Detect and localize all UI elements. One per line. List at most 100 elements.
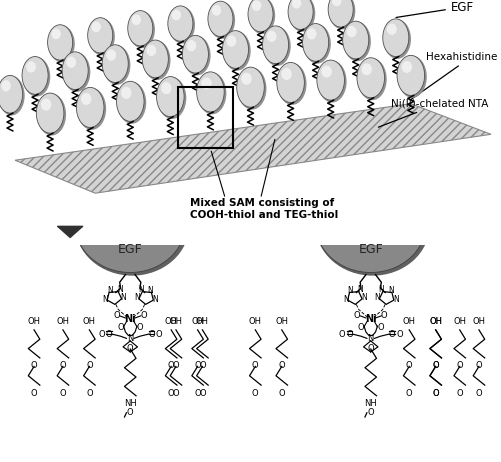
Text: O: O bbox=[168, 389, 174, 397]
Text: NH: NH bbox=[124, 399, 137, 408]
Ellipse shape bbox=[171, 10, 181, 20]
Ellipse shape bbox=[222, 30, 248, 68]
Ellipse shape bbox=[289, 0, 315, 32]
Text: O: O bbox=[140, 311, 147, 320]
Text: Ni(II)-chelated NTA: Ni(II)-chelated NTA bbox=[378, 99, 488, 127]
Circle shape bbox=[344, 198, 364, 215]
Circle shape bbox=[316, 175, 430, 276]
Ellipse shape bbox=[384, 19, 411, 59]
Text: N: N bbox=[138, 286, 144, 294]
Text: OH: OH bbox=[249, 316, 262, 326]
Ellipse shape bbox=[117, 82, 146, 124]
Text: OH: OH bbox=[429, 316, 442, 326]
Ellipse shape bbox=[241, 73, 252, 85]
Text: O: O bbox=[173, 389, 179, 397]
Text: Mixed SAM consisting of
COOH-thiol and TEG-thiol: Mixed SAM consisting of COOH-thiol and T… bbox=[190, 198, 339, 219]
Circle shape bbox=[104, 198, 123, 215]
Text: NH: NH bbox=[364, 399, 377, 408]
Text: O: O bbox=[127, 345, 134, 353]
Text: O: O bbox=[432, 361, 439, 371]
Ellipse shape bbox=[116, 81, 144, 122]
Text: O: O bbox=[279, 361, 285, 371]
Text: O: O bbox=[86, 361, 93, 371]
Text: EGF: EGF bbox=[358, 243, 383, 255]
Ellipse shape bbox=[36, 93, 64, 133]
Ellipse shape bbox=[182, 35, 208, 73]
Ellipse shape bbox=[168, 6, 193, 41]
Text: N: N bbox=[361, 293, 367, 303]
Ellipse shape bbox=[402, 61, 412, 73]
Ellipse shape bbox=[77, 88, 106, 130]
Text: N: N bbox=[134, 293, 140, 303]
Ellipse shape bbox=[183, 36, 210, 75]
Text: O: O bbox=[396, 329, 403, 339]
Ellipse shape bbox=[88, 18, 113, 53]
Ellipse shape bbox=[197, 72, 226, 114]
Text: Ni: Ni bbox=[365, 314, 377, 324]
Ellipse shape bbox=[103, 45, 130, 85]
Ellipse shape bbox=[22, 56, 48, 94]
Text: O: O bbox=[60, 361, 66, 371]
Ellipse shape bbox=[252, 0, 262, 11]
Ellipse shape bbox=[307, 28, 317, 40]
Text: OH: OH bbox=[453, 316, 466, 326]
Text: O: O bbox=[367, 407, 374, 417]
Text: O: O bbox=[127, 407, 134, 417]
Text: N: N bbox=[393, 295, 399, 304]
Text: OH: OH bbox=[169, 316, 182, 326]
Ellipse shape bbox=[236, 67, 264, 107]
Text: O: O bbox=[346, 329, 353, 339]
Ellipse shape bbox=[277, 62, 304, 103]
Ellipse shape bbox=[76, 87, 104, 128]
Ellipse shape bbox=[26, 61, 36, 73]
Ellipse shape bbox=[161, 82, 171, 94]
Ellipse shape bbox=[347, 26, 357, 37]
Ellipse shape bbox=[63, 52, 90, 92]
Ellipse shape bbox=[397, 55, 424, 96]
Text: O: O bbox=[194, 361, 201, 371]
Text: O: O bbox=[358, 323, 364, 332]
Ellipse shape bbox=[48, 25, 73, 60]
Ellipse shape bbox=[51, 29, 61, 39]
Ellipse shape bbox=[249, 0, 275, 34]
Ellipse shape bbox=[398, 56, 427, 98]
Text: O: O bbox=[389, 329, 395, 339]
Text: OH: OH bbox=[28, 316, 41, 326]
Ellipse shape bbox=[264, 26, 291, 66]
Ellipse shape bbox=[146, 45, 156, 56]
Text: N: N bbox=[148, 286, 153, 295]
Ellipse shape bbox=[322, 66, 332, 78]
Ellipse shape bbox=[288, 0, 313, 30]
Ellipse shape bbox=[0, 76, 25, 116]
Text: OH: OH bbox=[83, 316, 96, 326]
Text: Hexahistidine tag: Hexahistidine tag bbox=[411, 52, 501, 100]
Text: O: O bbox=[432, 389, 439, 397]
Text: OH: OH bbox=[191, 316, 204, 326]
Ellipse shape bbox=[81, 93, 91, 105]
Ellipse shape bbox=[344, 22, 371, 61]
Ellipse shape bbox=[248, 0, 273, 32]
Text: O: O bbox=[117, 323, 124, 332]
Text: N: N bbox=[368, 334, 374, 343]
Text: OH: OH bbox=[429, 316, 442, 326]
Text: O: O bbox=[199, 361, 206, 371]
Ellipse shape bbox=[282, 68, 292, 80]
Ellipse shape bbox=[106, 49, 116, 61]
Text: N: N bbox=[127, 334, 133, 343]
Text: EGF: EGF bbox=[396, 0, 474, 18]
Text: O: O bbox=[354, 311, 361, 320]
Ellipse shape bbox=[358, 58, 387, 100]
Text: OH: OH bbox=[472, 316, 485, 326]
Ellipse shape bbox=[292, 0, 301, 9]
Text: O: O bbox=[406, 389, 412, 397]
Ellipse shape bbox=[318, 61, 347, 103]
Text: O: O bbox=[98, 329, 105, 339]
Text: O: O bbox=[86, 389, 93, 397]
Text: O: O bbox=[381, 311, 387, 320]
Ellipse shape bbox=[128, 11, 153, 46]
Text: O: O bbox=[60, 389, 66, 397]
Text: Ni: Ni bbox=[124, 314, 136, 324]
Text: N: N bbox=[117, 286, 123, 294]
Ellipse shape bbox=[41, 98, 51, 110]
Ellipse shape bbox=[303, 24, 329, 61]
